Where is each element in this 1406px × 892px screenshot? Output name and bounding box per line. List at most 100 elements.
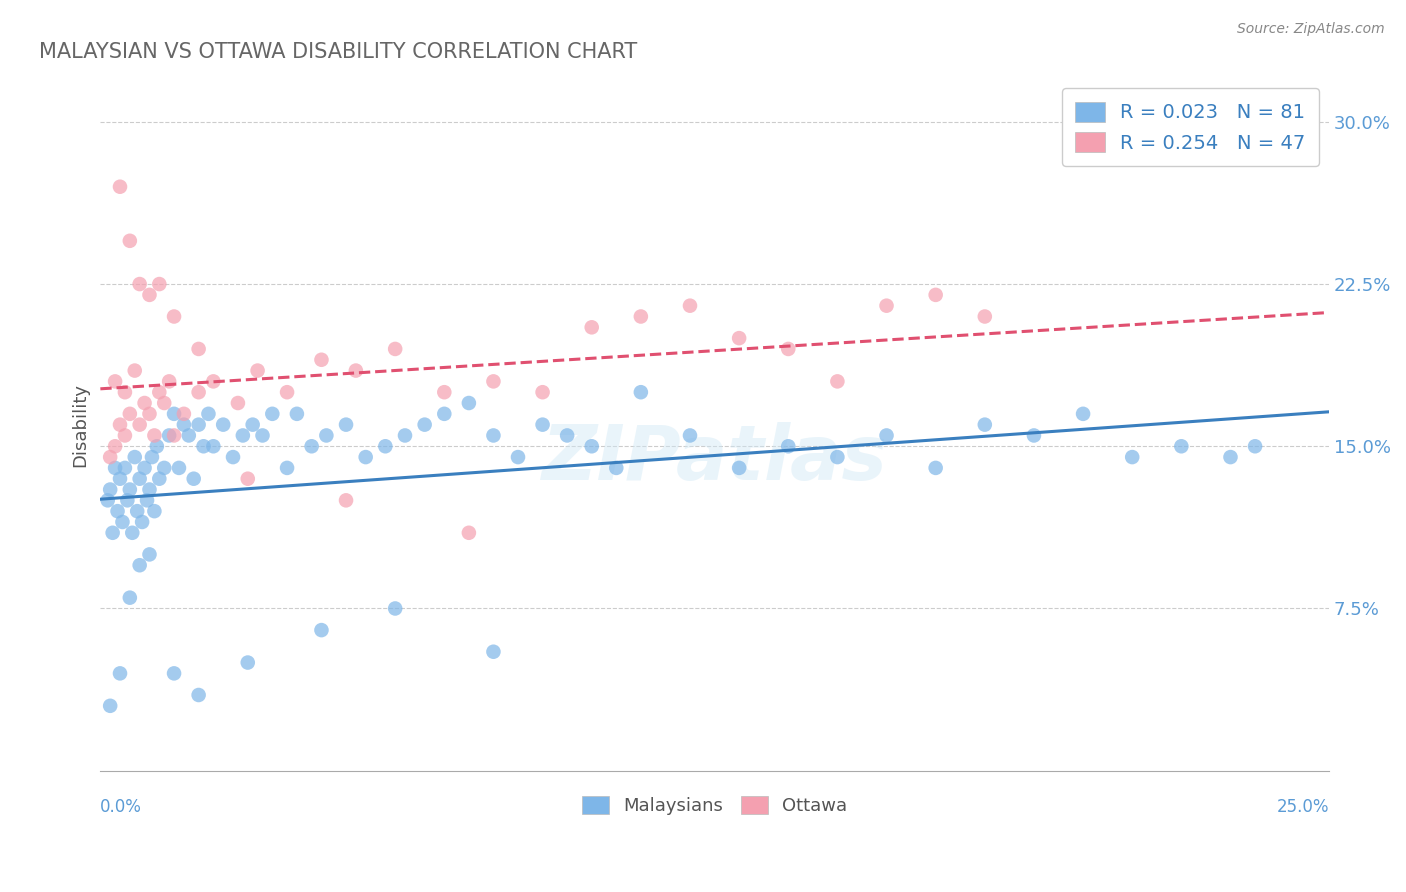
Point xyxy=(118,591,141,605)
Text: Source: ZipAtlas.com: Source: ZipAtlas.com xyxy=(1237,22,1385,37)
Point xyxy=(246,363,269,377)
Point xyxy=(173,407,195,421)
Point xyxy=(118,483,141,497)
Point xyxy=(1244,439,1267,453)
Point xyxy=(163,666,186,681)
Point xyxy=(728,331,751,345)
Point xyxy=(531,417,554,432)
Y-axis label: Disability: Disability xyxy=(72,383,89,467)
Point xyxy=(1219,450,1241,464)
Point xyxy=(384,601,406,615)
Point xyxy=(104,375,127,389)
Point xyxy=(311,352,333,367)
Point xyxy=(555,428,578,442)
Point xyxy=(187,342,209,356)
Point xyxy=(973,417,995,432)
Point xyxy=(531,385,554,400)
Point xyxy=(374,439,396,453)
Point xyxy=(285,407,308,421)
Point xyxy=(236,656,259,670)
Point xyxy=(384,342,406,356)
Point xyxy=(141,450,163,464)
Text: 25.0%: 25.0% xyxy=(1277,798,1329,816)
Point xyxy=(118,407,141,421)
Point xyxy=(163,428,186,442)
Point xyxy=(148,472,170,486)
Point xyxy=(157,375,180,389)
Point xyxy=(153,461,176,475)
Point xyxy=(143,428,166,442)
Point xyxy=(827,450,849,464)
Point xyxy=(107,504,129,518)
Legend: Malaysians, Ottawa: Malaysians, Ottawa xyxy=(572,787,856,824)
Point xyxy=(108,472,131,486)
Point xyxy=(148,277,170,291)
Point xyxy=(827,375,849,389)
Text: ZIPatlas: ZIPatlas xyxy=(541,422,887,496)
Point xyxy=(202,439,225,453)
Point xyxy=(413,417,436,432)
Point xyxy=(187,417,209,432)
Text: MALAYSIAN VS OTTAWA DISABILITY CORRELATION CHART: MALAYSIAN VS OTTAWA DISABILITY CORRELATI… xyxy=(39,42,637,62)
Point xyxy=(778,439,800,453)
Point xyxy=(1121,450,1143,464)
Point xyxy=(1170,439,1192,453)
Point xyxy=(108,666,131,681)
Point xyxy=(108,417,131,432)
Text: 0.0%: 0.0% xyxy=(100,798,142,816)
Point xyxy=(262,407,284,421)
Point xyxy=(138,548,160,562)
Point xyxy=(433,385,456,400)
Point xyxy=(108,179,131,194)
Point xyxy=(335,493,357,508)
Point xyxy=(728,461,751,475)
Point xyxy=(1022,428,1045,442)
Point xyxy=(118,234,141,248)
Point xyxy=(311,623,333,637)
Point xyxy=(111,515,134,529)
Point xyxy=(506,450,529,464)
Point xyxy=(124,363,146,377)
Point xyxy=(148,385,170,400)
Point xyxy=(1071,407,1094,421)
Point xyxy=(98,450,121,464)
Point xyxy=(128,558,150,573)
Point xyxy=(605,461,627,475)
Point xyxy=(276,461,298,475)
Point xyxy=(242,417,264,432)
Point xyxy=(177,428,200,442)
Point xyxy=(876,299,898,313)
Point xyxy=(134,396,156,410)
Point xyxy=(134,461,156,475)
Point xyxy=(128,277,150,291)
Point xyxy=(128,417,150,432)
Point xyxy=(202,375,225,389)
Point xyxy=(146,439,169,453)
Point xyxy=(183,472,205,486)
Point xyxy=(114,428,136,442)
Point xyxy=(679,428,702,442)
Point xyxy=(335,417,357,432)
Point xyxy=(973,310,995,324)
Point xyxy=(163,407,186,421)
Point xyxy=(114,461,136,475)
Point xyxy=(101,525,124,540)
Point xyxy=(136,493,159,508)
Point xyxy=(163,310,186,324)
Point xyxy=(114,385,136,400)
Point xyxy=(104,439,127,453)
Point xyxy=(167,461,190,475)
Point xyxy=(153,396,176,410)
Point xyxy=(924,461,946,475)
Point xyxy=(226,396,249,410)
Point xyxy=(127,504,149,518)
Point xyxy=(482,428,505,442)
Point xyxy=(193,439,215,453)
Point xyxy=(157,428,180,442)
Point xyxy=(301,439,323,453)
Point xyxy=(276,385,298,400)
Point xyxy=(252,428,274,442)
Point xyxy=(131,515,153,529)
Point xyxy=(212,417,235,432)
Point xyxy=(138,407,160,421)
